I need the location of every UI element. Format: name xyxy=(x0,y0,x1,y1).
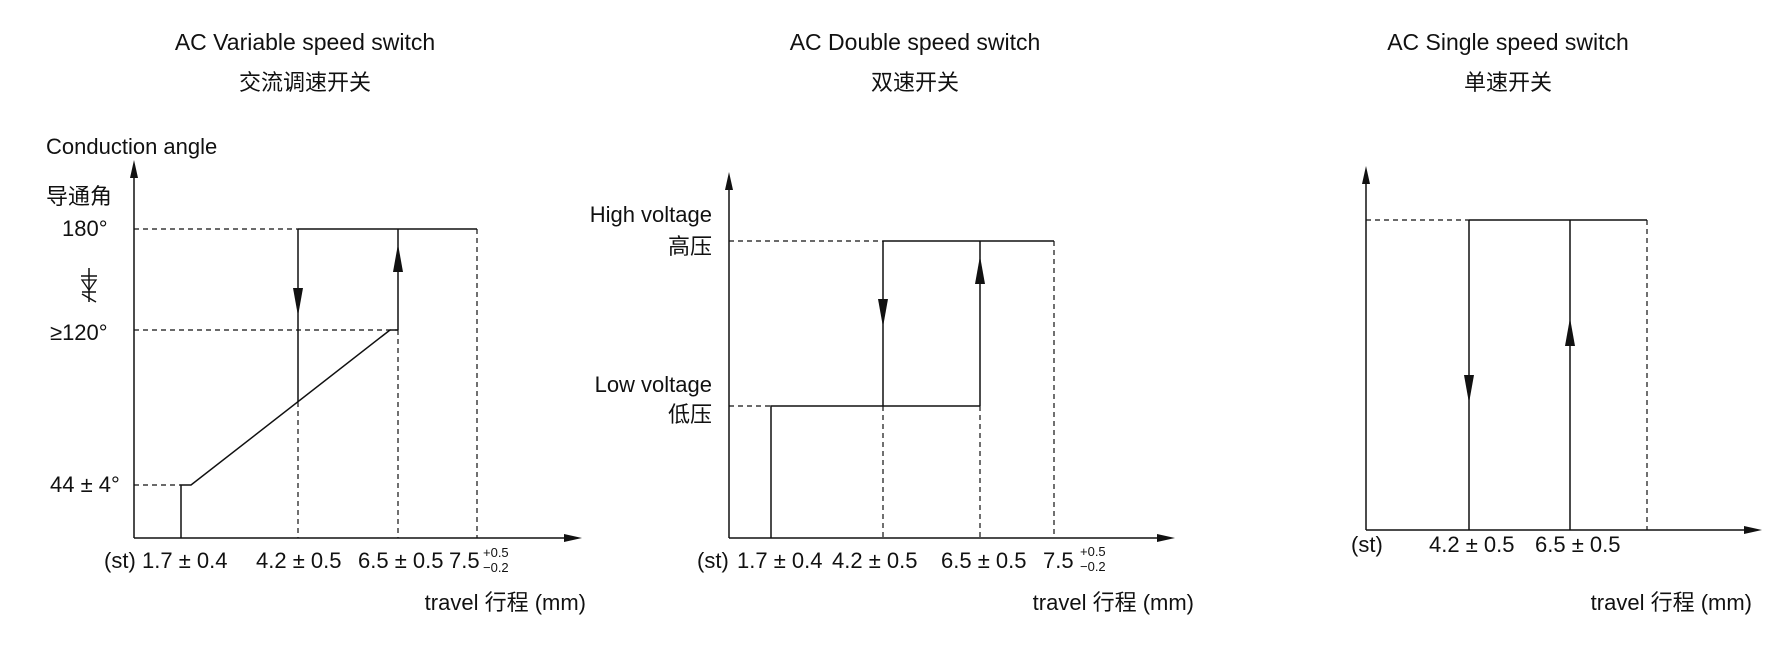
panel1-down-arrow xyxy=(293,288,303,316)
panel2-up-arrow xyxy=(975,256,985,284)
panel1-up-arrow xyxy=(393,244,403,272)
panel1-ylabel-44: 44 ± 4° xyxy=(50,472,120,497)
panel3-title: AC Single speed switch xyxy=(1387,29,1629,55)
panel1-xlabel-65: 6.5 ± 0.5 xyxy=(358,548,443,573)
panel-double-speed: AC Double speed switch 双速开关 High voltage… xyxy=(590,29,1194,615)
panel3-xlabel-65: 6.5 ± 0.5 xyxy=(1535,532,1620,557)
panel2-title: AC Double speed switch xyxy=(790,29,1041,55)
panel2-ylabel-low: Low voltage xyxy=(595,372,712,397)
triac-icon xyxy=(80,268,98,303)
panel2-ylabel-low-cn: 低压 xyxy=(668,402,712,427)
panel2-y-axis-arrow xyxy=(725,172,733,190)
panel1-y-subtitle: 导通角 xyxy=(46,184,112,209)
panel2-x-axis-arrow xyxy=(1157,534,1175,542)
panel3-xlabel-st: (st) xyxy=(1351,532,1383,557)
panel1-xlabel-42: 4.2 ± 0.5 xyxy=(256,548,341,573)
panel3-up-arrow xyxy=(1565,318,1575,346)
panel2-ylabel-high-cn: 高压 xyxy=(668,234,712,259)
panel1-ylabel-180: 180° xyxy=(62,216,108,241)
panel1-xtol-minus: −0.2 xyxy=(483,560,509,575)
panel2-travel-label: travel 行程 (mm) xyxy=(1033,590,1194,615)
panel1-y-axis-arrow xyxy=(130,160,138,178)
panel2-low-line xyxy=(770,405,980,538)
panel1-subtitle: 交流调速开关 xyxy=(239,70,371,95)
panel1-xlabel-st: (st) xyxy=(104,548,136,573)
panel1-xlabel-75: 7.5 xyxy=(449,548,480,573)
panel-variable-speed: AC Variable speed switch 交流调速开关 Conducti… xyxy=(46,29,586,615)
panel2-xlabel-75: 7.5 xyxy=(1043,548,1074,573)
panel1-ramp-line xyxy=(180,329,398,538)
panel3-y-axis-arrow xyxy=(1362,166,1370,184)
panel3-down-arrow xyxy=(1464,375,1474,403)
panel2-xtol-plus: +0.5 xyxy=(1080,544,1106,559)
panel1-x-axis-arrow xyxy=(564,534,582,542)
panel2-xtol-minus: −0.2 xyxy=(1080,559,1106,574)
panel2-xlabel-65: 6.5 ± 0.5 xyxy=(941,548,1026,573)
panel1-ylabel-120: ≥120° xyxy=(50,320,108,345)
panel1-y-title: Conduction angle xyxy=(46,134,217,159)
panel3-xlabel-42: 4.2 ± 0.5 xyxy=(1429,532,1514,557)
panel1-travel-label: travel 行程 (mm) xyxy=(425,590,586,615)
panel1-title: AC Variable speed switch xyxy=(175,29,435,55)
panel1-xtol-plus: +0.5 xyxy=(483,545,509,560)
panel-single-speed: AC Single speed switch 单速开关 (st) 4.2 ± 0… xyxy=(1351,29,1762,615)
panel3-travel-label: travel 行程 (mm) xyxy=(1591,590,1752,615)
panel2-xlabel-17: 1.7 ± 0.4 xyxy=(737,548,822,573)
panel2-xlabel-st: (st) xyxy=(697,548,729,573)
panel1-xlabel-17: 1.7 ± 0.4 xyxy=(142,548,227,573)
panel2-xlabel-42: 4.2 ± 0.5 xyxy=(832,548,917,573)
panel2-subtitle: 双速开关 xyxy=(871,70,959,95)
panel3-subtitle: 单速开关 xyxy=(1464,70,1552,95)
panel3-x-axis-arrow xyxy=(1744,526,1762,534)
panel2-down-arrow xyxy=(878,299,888,327)
panel2-ylabel-high: High voltage xyxy=(590,202,712,227)
